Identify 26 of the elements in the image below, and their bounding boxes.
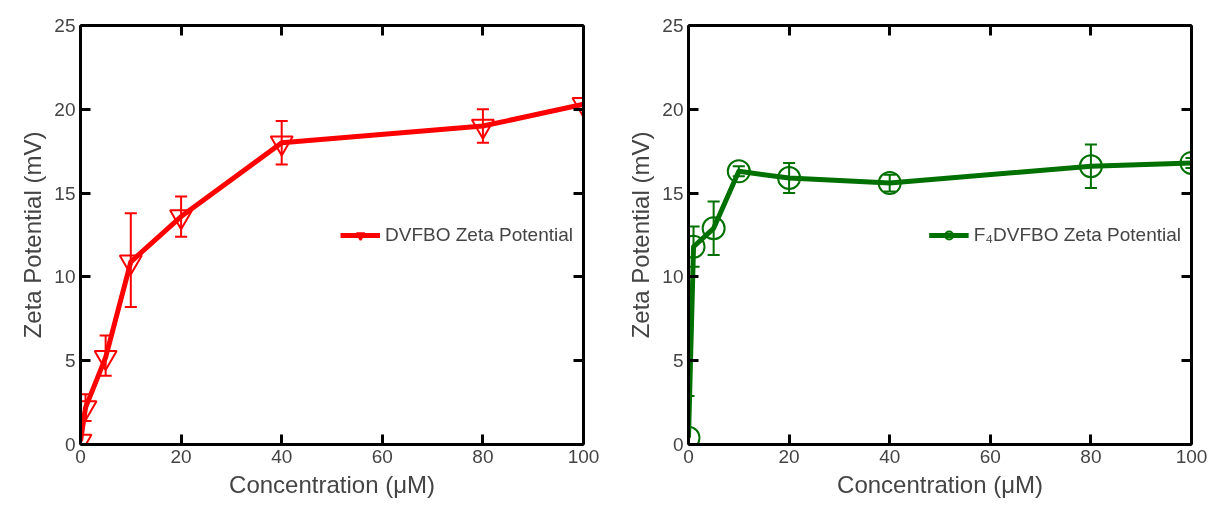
y-tick-label: 25 [662, 15, 684, 36]
x-tick-label: 40 [879, 445, 901, 467]
x-tick-label: 80 [1080, 445, 1102, 467]
y-tick-label: 20 [662, 98, 684, 120]
y-tick-label: 5 [672, 350, 684, 372]
y-tick-label: 25 [54, 15, 76, 36]
x-tick-label: 40 [271, 445, 293, 467]
x-axis-title: Concentration (μM) [837, 470, 1043, 498]
x-tick-label: 80 [472, 445, 494, 467]
x-tick-label: 20 [778, 445, 800, 467]
y-axis-title: Zeta Potential (mV) [19, 131, 47, 339]
legend-label: DVFBO Zeta Potential [385, 223, 573, 246]
y-tick-label: 15 [662, 182, 684, 204]
legend-label: F₄DVFBO Zeta Potential [973, 223, 1181, 246]
y-tick-label: 5 [64, 350, 76, 372]
x-tick-label: 20 [170, 445, 192, 467]
y-tick-label: 15 [54, 182, 76, 204]
x-tick-label: 60 [979, 445, 1001, 467]
x-axis-title: Concentration (μM) [229, 470, 435, 498]
x-tick-label: 100 [567, 445, 600, 467]
y-axis-title: Zeta Potential (mV) [627, 131, 655, 339]
y-tick-label: 10 [54, 266, 76, 288]
x-tick-label: 60 [371, 445, 393, 467]
y-tick-label: 20 [54, 98, 76, 120]
y-tick-label: 10 [662, 266, 684, 288]
x-tick-label: 100 [1175, 445, 1208, 467]
